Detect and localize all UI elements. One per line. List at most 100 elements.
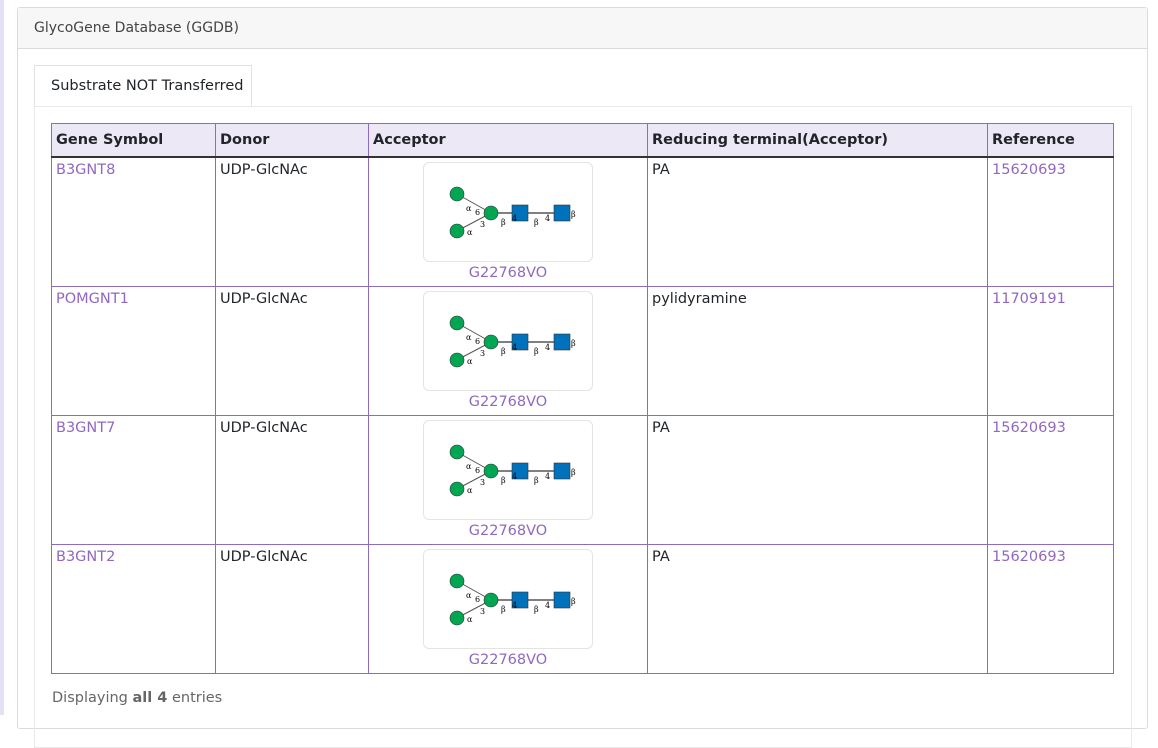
glcnac-icon xyxy=(553,333,571,351)
reducing-terminal-cell: PA xyxy=(647,415,988,545)
svg-text:6: 6 xyxy=(475,466,480,475)
glcnac-icon xyxy=(553,591,571,609)
svg-text:3: 3 xyxy=(480,607,485,616)
svg-text:β: β xyxy=(534,347,539,356)
col-acceptor: Acceptor xyxy=(368,123,648,158)
glytoucan-id-link[interactable]: G22768VO xyxy=(468,523,548,539)
donor-cell: UDP-GlcNAc xyxy=(215,415,369,545)
svg-text:β: β xyxy=(501,347,506,356)
reference-link[interactable]: 11709191 xyxy=(992,291,1066,307)
svg-text:β: β xyxy=(571,468,576,477)
svg-text:4: 4 xyxy=(512,214,517,223)
glytoucan-id-link[interactable]: G22768VO xyxy=(468,265,548,281)
svg-text:4: 4 xyxy=(545,472,550,481)
glcnac-icon xyxy=(511,333,529,351)
svg-text:α: α xyxy=(467,615,473,624)
svg-text:β: β xyxy=(571,339,576,348)
col-reference: Reference xyxy=(987,123,1114,158)
mannose-icon xyxy=(449,610,465,626)
svg-text:β: β xyxy=(534,605,539,614)
svg-text:β: β xyxy=(501,476,506,485)
svg-text:3: 3 xyxy=(480,478,485,487)
mannose-icon xyxy=(449,352,465,368)
entries-count: Displaying all 4 entries xyxy=(52,690,223,706)
svg-text:β: β xyxy=(534,218,539,227)
reference-link[interactable]: 15620693 xyxy=(992,549,1066,565)
substrate-table: Gene Symbol Donor Acceptor Reducing term… xyxy=(51,123,1114,674)
svg-text:α: α xyxy=(467,228,473,237)
svg-text:α: α xyxy=(466,333,472,342)
mannose-icon xyxy=(483,463,499,479)
left-edge xyxy=(0,0,4,715)
svg-text:4: 4 xyxy=(512,343,517,352)
col-reducing-terminal: Reducing terminal(Acceptor) xyxy=(647,123,988,158)
mannose-icon xyxy=(449,315,465,331)
svg-text:β: β xyxy=(501,605,506,614)
svg-text:β: β xyxy=(571,597,576,606)
gene-symbol-link[interactable]: B3GNT7 xyxy=(56,420,116,436)
glcnac-icon xyxy=(511,204,529,222)
reducing-terminal-cell: PA xyxy=(647,156,988,287)
svg-text:3: 3 xyxy=(480,349,485,358)
svg-text:6: 6 xyxy=(475,208,480,217)
svg-text:4: 4 xyxy=(545,214,550,223)
gene-symbol-link[interactable]: B3GNT2 xyxy=(56,549,116,565)
mannose-icon xyxy=(449,223,465,239)
svg-text:α: α xyxy=(466,591,472,600)
col-donor: Donor xyxy=(215,123,369,158)
glytoucan-id-link[interactable]: G22768VO xyxy=(468,652,548,668)
svg-text:β: β xyxy=(501,218,506,227)
svg-text:3: 3 xyxy=(480,220,485,229)
svg-text:α: α xyxy=(466,204,472,213)
mannose-icon xyxy=(483,592,499,608)
card-title: GlycoGene Database (GGDB) xyxy=(18,8,1147,49)
mannose-icon xyxy=(483,205,499,221)
glcnac-icon xyxy=(553,204,571,222)
gene-symbol-link[interactable]: B3GNT8 xyxy=(56,162,116,178)
glytoucan-id-link[interactable]: G22768VO xyxy=(468,394,548,410)
svg-text:α: α xyxy=(467,357,473,366)
reference-link[interactable]: 15620693 xyxy=(992,162,1066,178)
reducing-terminal-cell: pylidyramine xyxy=(647,286,988,416)
svg-text:4: 4 xyxy=(512,601,517,610)
gene-symbol-link[interactable]: POMGNT1 xyxy=(56,291,129,307)
svg-text:6: 6 xyxy=(475,595,480,604)
mannose-icon xyxy=(449,444,465,460)
svg-text:α: α xyxy=(466,462,472,471)
reducing-terminal-cell: PA xyxy=(647,544,988,674)
svg-text:4: 4 xyxy=(545,601,550,610)
svg-text:4: 4 xyxy=(512,472,517,481)
mannose-icon xyxy=(449,481,465,497)
glcnac-icon xyxy=(553,462,571,480)
svg-text:β: β xyxy=(534,476,539,485)
donor-cell: UDP-GlcNAc xyxy=(215,286,369,416)
donor-cell: UDP-GlcNAc xyxy=(215,544,369,674)
tab-substrate-not-transferred[interactable]: Substrate NOT Transferred xyxy=(34,65,252,106)
mannose-icon xyxy=(449,186,465,202)
col-gene-symbol: Gene Symbol xyxy=(51,123,216,158)
glcnac-icon xyxy=(511,591,529,609)
reference-link[interactable]: 15620693 xyxy=(992,420,1066,436)
svg-text:6: 6 xyxy=(475,337,480,346)
mannose-icon xyxy=(483,334,499,350)
svg-text:α: α xyxy=(467,486,473,495)
donor-cell: UDP-GlcNAc xyxy=(215,156,369,287)
svg-text:4: 4 xyxy=(545,343,550,352)
glcnac-icon xyxy=(511,462,529,480)
